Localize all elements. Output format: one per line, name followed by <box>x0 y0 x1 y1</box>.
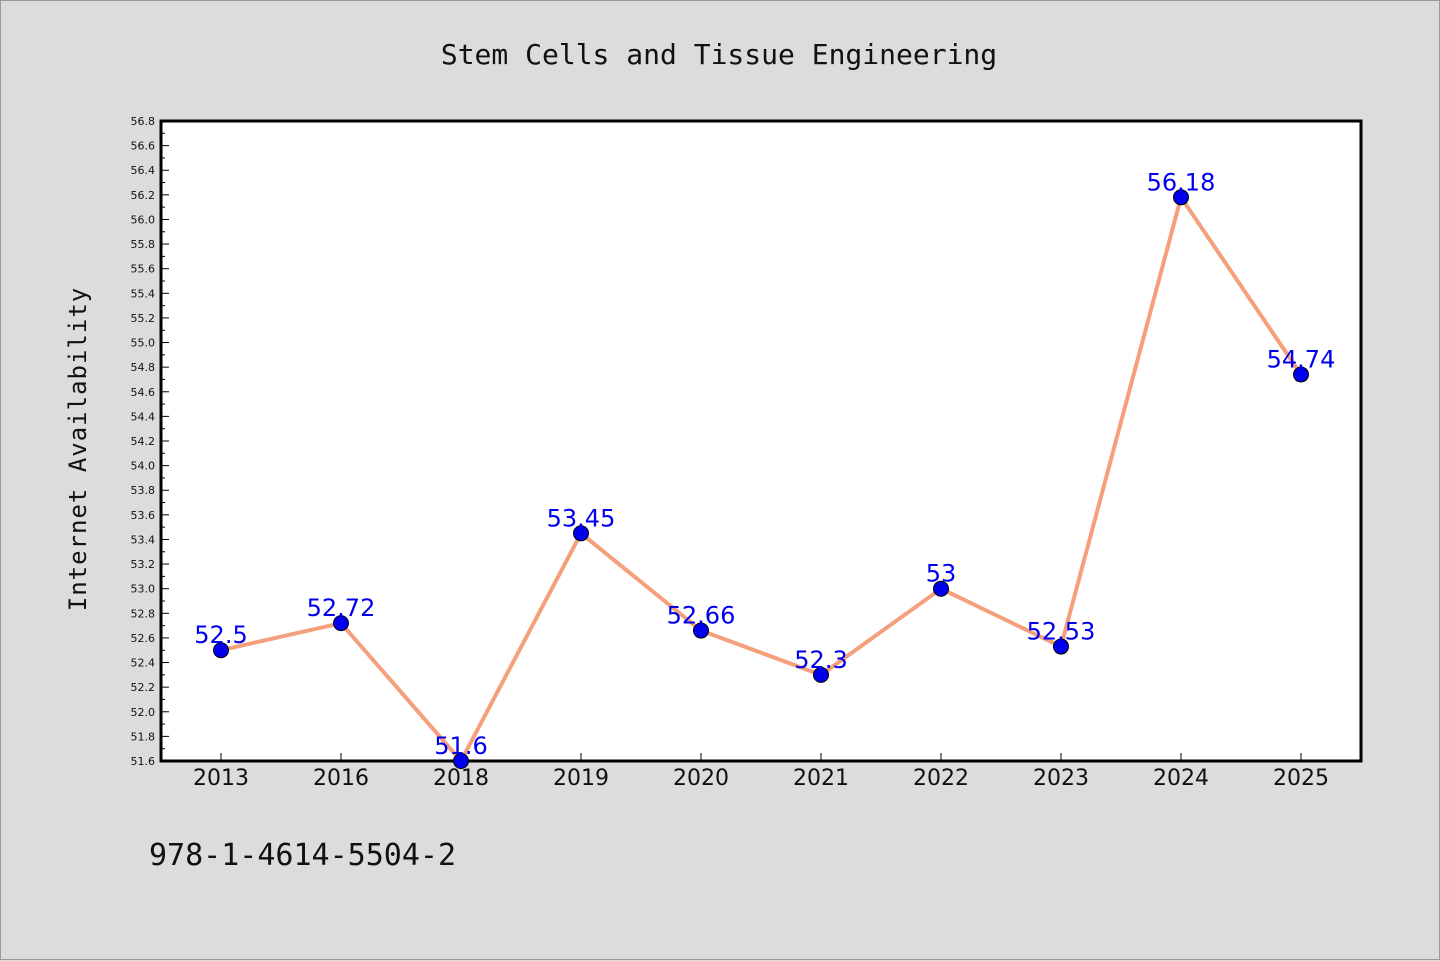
data-point-marker <box>693 622 709 639</box>
x-tick-label: 2023 <box>1033 766 1089 791</box>
y-tick-label: 53.4 <box>131 533 156 546</box>
data-point-marker <box>1293 366 1309 383</box>
y-tick-label: 51.6 <box>131 755 156 768</box>
y-axis: 51.6 51.8 52.0 52.2 52.4 52.6 52.8 53.0 53.2 53.4… <box>131 115 169 768</box>
x-axis: 2013 2016 2018 2019 2020 2021 2022 2023 2024 2025 <box>193 753 1329 791</box>
footer-isbn: 978-1-4614-5504-2 <box>149 838 456 873</box>
plot-area <box>159 119 1363 763</box>
marker-group <box>213 189 1309 769</box>
y-tick-label: 51.8 <box>131 730 156 743</box>
y-tick-label: 55.8 <box>131 238 156 251</box>
data-label: 54.74 <box>1267 346 1336 374</box>
data-label: 52.53 <box>1027 618 1096 646</box>
data-label-group: 52.5 52.72 51.6 53.45 52.66 52.3 53 52.53 56.18 5… <box>194 168 1335 760</box>
data-point-marker <box>213 642 229 659</box>
y-tick-label: 54.4 <box>131 410 156 423</box>
y-tick-label: 53.2 <box>131 558 156 571</box>
y-tick-label: 54.2 <box>131 435 156 448</box>
data-label: 52.5 <box>194 621 247 649</box>
data-label: 53.45 <box>547 504 616 532</box>
x-tick-label: 2019 <box>553 766 609 791</box>
y-tick-label: 56.6 <box>131 140 156 153</box>
y-tick-label: 56.0 <box>131 213 156 226</box>
data-point-marker <box>1053 638 1069 655</box>
x-tick-label: 2018 <box>433 766 489 791</box>
series-line-group <box>219 195 1303 763</box>
y-tick-label: 53.8 <box>131 484 156 497</box>
y-tick-label: 52.8 <box>131 607 156 620</box>
series-line <box>219 195 1303 763</box>
y-tick-label: 55.2 <box>131 312 156 325</box>
x-tick-label: 2013 <box>193 766 249 791</box>
y-tick-label: 55.0 <box>131 337 156 350</box>
data-point-marker <box>1173 189 1189 206</box>
y-tick-label: 54.8 <box>131 361 156 374</box>
y-tick-label: 53.6 <box>131 509 156 522</box>
data-label: 52.3 <box>794 646 847 674</box>
y-tick-label: 52.4 <box>131 657 156 670</box>
data-label: 56.18 <box>1147 168 1216 196</box>
x-tick-label: 2025 <box>1273 766 1329 791</box>
y-tick-label: 56.2 <box>131 189 156 202</box>
data-point-marker <box>573 525 589 542</box>
y-tick-label: 52.6 <box>131 632 156 645</box>
y-tick-label: 52.0 <box>131 706 156 719</box>
x-tick-label: 2016 <box>313 766 369 791</box>
data-label: 52.66 <box>667 602 736 630</box>
y-axis-label: Internet Availability <box>64 287 92 611</box>
y-tick-label: 56.8 <box>131 115 156 128</box>
x-tick-label: 2022 <box>913 766 969 791</box>
y-tick-label: 54.6 <box>131 386 156 399</box>
y-tick-label: 53.0 <box>131 583 156 596</box>
x-tick-label: 2024 <box>1153 766 1209 791</box>
y-tick-label: 52.2 <box>131 681 156 694</box>
y-tick-label: 55.6 <box>131 263 156 276</box>
x-tick-label: 2020 <box>673 766 729 791</box>
x-tick-label: 2021 <box>793 766 849 791</box>
chart-title: Stem Cells and Tissue Engineering <box>441 38 997 71</box>
data-label: 51.6 <box>434 732 487 760</box>
data-point-marker <box>933 580 949 597</box>
y-tick-label: 56.4 <box>131 164 156 177</box>
y-tick-label: 54.0 <box>131 460 156 473</box>
data-label: 52.72 <box>307 594 376 622</box>
data-point-marker <box>813 666 829 683</box>
data-label: 53 <box>926 560 957 588</box>
data-point-marker <box>453 753 469 769</box>
y-tick-label: 55.4 <box>131 287 156 300</box>
data-point-marker <box>333 615 349 632</box>
